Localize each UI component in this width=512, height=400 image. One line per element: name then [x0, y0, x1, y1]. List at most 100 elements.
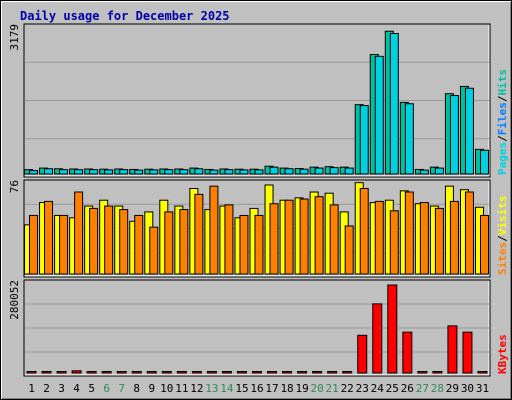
bar-pages-day-19: [299, 168, 309, 175]
bar-kbytes-day-15: [236, 371, 247, 374]
bar-kbytes-day-22: [342, 371, 353, 374]
bar-pages-day-17: [269, 166, 279, 175]
bar-pages-day-23: [359, 105, 369, 175]
bar-pages-day-21: [329, 167, 339, 175]
y-max-label: 3179: [8, 24, 21, 51]
bar-kbytes-day-17: [267, 371, 278, 374]
bar-kbytes-day-18: [282, 371, 293, 374]
bar-sites-day-8: [134, 214, 144, 275]
x-tick-label: 13: [205, 382, 218, 395]
bar-kbytes-day-12: [191, 371, 202, 374]
bar-kbytes-day-30: [462, 331, 473, 374]
bar-sites-day-17: [269, 203, 279, 275]
bar-kbytes-day-9: [146, 371, 157, 374]
x-tick-label: 11: [175, 382, 188, 395]
chart-title: Daily usage for December 2025: [20, 9, 230, 23]
x-tick-label: 19: [295, 382, 308, 395]
x-tick-label: 14: [220, 382, 234, 395]
x-tick-label: 2: [43, 382, 50, 395]
legend-entry: Files: [496, 102, 509, 135]
legend-entry: Hits: [496, 69, 509, 96]
bar-sites-day-3: [59, 214, 69, 275]
bar-pages-day-15: [239, 169, 249, 175]
bar-kbytes-day-11: [176, 371, 187, 374]
bar-kbytes-day-1: [26, 371, 37, 374]
bar-sites-day-5: [89, 207, 99, 275]
bar-sites-day-13: [209, 185, 219, 275]
legend-entry: Pages: [496, 142, 509, 175]
bar-sites-day-6: [104, 205, 114, 275]
bar-sites-day-15: [239, 214, 249, 275]
x-tick-label: 27: [416, 382, 429, 395]
bar-sites-day-1: [29, 214, 39, 275]
bar-sites-day-31: [479, 214, 489, 275]
bar-sites-day-22: [344, 225, 354, 275]
legend-entry: Sites: [496, 242, 509, 275]
x-tick-label: 31: [476, 382, 489, 395]
bar-pages-day-8: [134, 169, 144, 175]
bar-pages-day-4: [74, 169, 84, 175]
legend-visits-sites: Sites/Visits: [496, 196, 509, 276]
bar-pages-day-6: [104, 169, 114, 175]
bar-pages-day-11: [179, 169, 189, 175]
legend-entry: Visits: [496, 196, 509, 236]
x-tick-label: 1: [28, 382, 35, 395]
bar-pages-day-22: [344, 167, 354, 175]
bar-sites-day-21: [329, 204, 339, 275]
bar-sites-day-7: [119, 209, 129, 275]
bar-pages-day-1: [29, 170, 39, 175]
bar-kbytes-day-13: [206, 371, 217, 374]
bar-pages-day-2: [44, 168, 54, 175]
bar-kbytes-day-26: [402, 331, 413, 374]
x-tick-label: 22: [341, 382, 354, 395]
x-tick-label: 18: [280, 382, 293, 395]
legend-kbytes: KBytes: [496, 334, 509, 374]
x-tick-label: 4: [73, 382, 80, 395]
bar-kbytes-day-25: [387, 284, 398, 374]
bar-kbytes-day-5: [86, 371, 97, 374]
bar-pages-day-9: [149, 169, 159, 175]
bar-sites-day-27: [419, 202, 429, 275]
bar-sites-day-28: [434, 207, 444, 275]
bar-kbytes-day-23: [357, 334, 368, 374]
x-tick-label: 7: [118, 382, 125, 395]
x-tick-label: 5: [88, 382, 95, 395]
x-tick-label: 20: [311, 382, 324, 395]
y-max-label: 280052: [8, 280, 21, 320]
bar-pages-day-10: [164, 169, 174, 175]
legend-hits-files-pages: Pages/Files/Hits: [496, 69, 509, 175]
x-tick-label: 29: [446, 382, 459, 395]
bar-kbytes-day-14: [221, 371, 232, 374]
x-tick-label: 10: [160, 382, 173, 395]
bar-sites-day-12: [194, 193, 204, 275]
bar-kbytes-day-7: [116, 371, 127, 374]
bar-sites-day-11: [179, 209, 189, 275]
bar-sites-day-29: [449, 200, 459, 275]
bar-sites-day-9: [149, 226, 159, 275]
x-tick-label: 9: [148, 382, 155, 395]
bar-pages-day-31: [479, 149, 489, 175]
x-tick-label: 25: [386, 382, 399, 395]
bar-kbytes-day-24: [372, 303, 383, 374]
bar-kbytes-day-10: [161, 371, 172, 374]
x-tick-label: 17: [265, 382, 278, 395]
bar-pages-day-29: [449, 95, 459, 175]
x-tick-label: 23: [356, 382, 369, 395]
bar-kbytes-day-4: [71, 370, 82, 374]
bar-sites-day-19: [299, 198, 309, 275]
bar-pages-day-16: [254, 169, 264, 175]
bar-pages-day-30: [464, 87, 474, 175]
bar-kbytes-day-31: [477, 371, 488, 374]
bar-pages-day-12: [194, 168, 204, 175]
bar-sites-day-10: [164, 211, 174, 275]
bar-sites-day-14: [224, 204, 234, 275]
bar-pages-day-27: [419, 169, 429, 175]
bar-sites-day-23: [359, 188, 369, 275]
bar-kbytes-day-8: [131, 371, 142, 374]
x-tick-label: 12: [190, 382, 203, 395]
bar-sites-day-20: [314, 196, 324, 275]
bar-sites-day-30: [464, 191, 474, 275]
x-tick-label: 8: [133, 382, 140, 395]
x-tick-label: 21: [326, 382, 339, 395]
